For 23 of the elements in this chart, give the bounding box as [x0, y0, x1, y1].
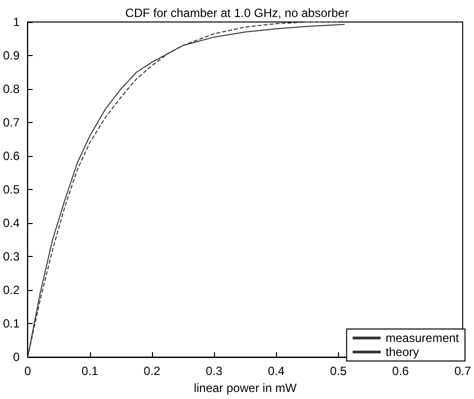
y-tick-label: 0: [12, 350, 20, 364]
x-tick-label: 0.4: [268, 364, 285, 378]
x-tick-label: 0.5: [330, 364, 348, 378]
y-tick-label: 0.2: [2, 283, 20, 298]
y-tick-label: 0.4: [2, 216, 20, 230]
x-tick-label: 0: [24, 364, 32, 378]
legend-label: measurement: [386, 331, 460, 345]
chart-title: CDF for chamber at 1.0 GHz, no absorber: [125, 6, 349, 20]
y-tick-label: 0.1: [2, 316, 20, 331]
y-tick-label: 0.5: [2, 182, 20, 197]
y-tick-label: 0.6: [2, 149, 20, 164]
x-tick-label: 0.6: [392, 364, 410, 378]
x-tick-label: 0.7: [454, 364, 472, 378]
y-tick-label: 0.3: [2, 250, 20, 264]
x-tick-label: 0.1: [81, 364, 98, 378]
y-tick-label: 0.9: [2, 48, 20, 63]
y-tick-label: 0.8: [2, 82, 20, 96]
x-axis-title: linear power in mW: [194, 381, 298, 395]
x-tick-label: 0.2: [144, 364, 161, 378]
legend-label: theory: [386, 345, 419, 359]
y-tick-label: 1: [12, 15, 20, 29]
x-tick-label: 0.3: [206, 364, 223, 378]
y-tick-label: 0.7: [2, 116, 20, 130]
